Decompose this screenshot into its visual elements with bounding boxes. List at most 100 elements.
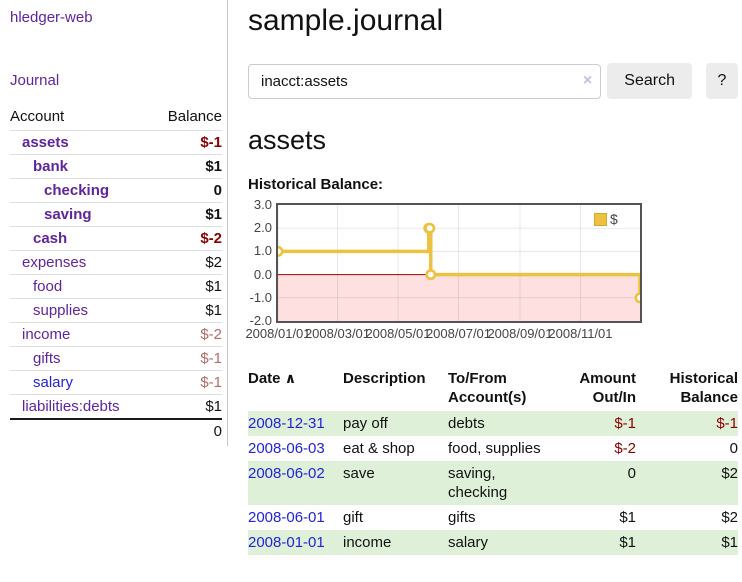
chart-heading: Historical Balance: bbox=[248, 176, 384, 193]
account-row: checking 0 bbox=[10, 178, 222, 203]
y-axis-tick-label: -1.0 bbox=[249, 289, 272, 305]
account-column-header: Account bbox=[10, 108, 65, 125]
account-row: assets $-1 bbox=[10, 130, 222, 155]
account-cell: saving bbox=[10, 202, 152, 227]
page-title: sample.journal bbox=[248, 4, 444, 37]
account-cell: assets bbox=[10, 130, 152, 155]
x-axis-tick-label: 2008/05/01 bbox=[365, 326, 431, 341]
sidebar: hledger-web Journal Account Balance asse… bbox=[0, 0, 228, 446]
transaction-date-link[interactable]: 2008-06-01 bbox=[248, 509, 325, 526]
accounts-column-header: To/From Account(s) bbox=[448, 370, 527, 406]
amount-cell: $1 bbox=[556, 530, 636, 555]
transaction-date-link[interactable]: 2008-01-01 bbox=[248, 534, 325, 551]
account-row: supplies $1 bbox=[10, 298, 222, 323]
account-balance: $-2 bbox=[151, 226, 222, 251]
data-point-marker bbox=[424, 222, 436, 234]
y-axis-tick-label: 2.0 bbox=[253, 220, 272, 236]
account-cell: cash bbox=[10, 226, 152, 251]
x-axis-tick-label: 2008/07/01 bbox=[425, 326, 492, 341]
accounts-cell: salary bbox=[448, 530, 556, 555]
account-link[interactable]: assets bbox=[22, 134, 69, 151]
account-link[interactable]: bank bbox=[33, 158, 69, 175]
transaction-date-link[interactable]: 2008-12-31 bbox=[248, 415, 325, 432]
account-cell: expenses bbox=[10, 250, 152, 275]
account-balance: $1 bbox=[151, 394, 222, 419]
data-point-marker bbox=[634, 292, 640, 304]
chart-plot-area bbox=[276, 203, 642, 323]
account-link[interactable]: liabilities:debts bbox=[22, 398, 120, 415]
accounts-cell: gifts bbox=[448, 509, 476, 526]
transaction-date-link[interactable]: 2008-06-03 bbox=[248, 440, 325, 457]
account-heading: assets bbox=[248, 125, 327, 155]
account-cell: salary bbox=[10, 370, 152, 395]
x-axis-tick-label: 2008/09/01 bbox=[487, 326, 553, 341]
description-cell: pay off bbox=[343, 411, 448, 436]
account-link[interactable]: cash bbox=[33, 230, 68, 247]
date-cell: 2008-06-02 bbox=[248, 461, 343, 505]
description-cell: income bbox=[343, 530, 448, 555]
account-balance: $1 bbox=[151, 154, 222, 179]
negative-region bbox=[278, 274, 640, 321]
account-link[interactable]: income bbox=[22, 326, 71, 343]
search-input[interactable] bbox=[248, 63, 602, 99]
date-cell: 2008-06-03 bbox=[248, 436, 343, 461]
account-link[interactable]: food bbox=[33, 278, 63, 295]
amount-column-header: Amount Out/In bbox=[579, 370, 636, 406]
accounts-total-spacer bbox=[10, 418, 152, 443]
account-link[interactable]: checking bbox=[44, 182, 110, 199]
clear-search-icon[interactable]: × bbox=[582, 71, 593, 89]
balance-cell: $-1 bbox=[636, 411, 738, 436]
description-cell: eat & shop bbox=[343, 440, 415, 457]
historical-balance-chart: $ 3.0 2.0 1.0 0.0 -1.0 -2.0 2008/01/01 2008/03/… bbox=[245, 197, 642, 345]
data-point-marker bbox=[425, 269, 437, 281]
balance-cell: 0 bbox=[729, 440, 738, 457]
account-link[interactable]: gifts bbox=[33, 350, 61, 367]
amount-cell: $-1 bbox=[556, 411, 636, 436]
description-cell: gift bbox=[343, 509, 364, 526]
account-link[interactable]: salary bbox=[33, 374, 74, 391]
balance-column-header: Historical Balance bbox=[669, 370, 738, 406]
account-row: income $-2 bbox=[10, 322, 222, 347]
accounts-cell: food, supplies bbox=[448, 440, 541, 457]
account-balance: 0 bbox=[151, 178, 222, 203]
account-row: liabilities:debts $1 bbox=[10, 394, 222, 419]
accounts-header-row: Account Balance bbox=[10, 105, 222, 131]
account-cell: income bbox=[10, 322, 152, 347]
balance-line-chart bbox=[278, 205, 640, 321]
date-column-header[interactable]: Date ∧ bbox=[248, 370, 297, 387]
help-button[interactable]: ? bbox=[705, 63, 738, 99]
search-button[interactable]: Search bbox=[607, 63, 692, 99]
account-row: cash $-2 bbox=[10, 226, 222, 251]
balance-column-header: Balance bbox=[167, 108, 222, 125]
x-axis-tick-label: 2008/11/01 bbox=[548, 326, 613, 341]
account-cell: food bbox=[10, 274, 152, 299]
account-link[interactable]: supplies bbox=[33, 302, 89, 319]
account-row: food $1 bbox=[10, 274, 222, 299]
account-link[interactable]: expenses bbox=[22, 254, 87, 271]
register-row: 2008-01-01 income salary $1 $1 bbox=[248, 530, 738, 555]
accounts-balance-table: Account Balance assets $-1 bank $1 checking 0… bbox=[10, 105, 222, 443]
date-cell: 2008-12-31 bbox=[248, 411, 343, 436]
account-row: salary $-1 bbox=[10, 370, 222, 395]
description-cell: save bbox=[343, 461, 448, 505]
accounts-total-value: 0 bbox=[151, 418, 222, 443]
legend-label: $ bbox=[610, 211, 618, 227]
transaction-date-link[interactable]: 2008-06-02 bbox=[248, 465, 325, 482]
account-cell: liabilities:debts bbox=[10, 394, 152, 419]
sort-ascending-icon[interactable]: ∧ bbox=[284, 370, 297, 386]
amount-cell: $-2 bbox=[614, 440, 636, 457]
app-title-link[interactable]: hledger-web bbox=[10, 9, 93, 26]
x-axis-tick-label: 2008/01/01 bbox=[245, 326, 311, 341]
account-row: expenses $2 bbox=[10, 250, 222, 275]
x-axis-tick-label: 2008/03/01 bbox=[304, 326, 371, 341]
y-axis-tick-label: 0.0 bbox=[253, 266, 272, 282]
accounts-cell: debts bbox=[448, 411, 556, 436]
main-content: sample.journal × Search ? assets Histori… bbox=[245, 0, 738, 555]
sidebar-item-journal[interactable]: Journal bbox=[10, 72, 60, 89]
search-form: × Search ? bbox=[248, 63, 738, 99]
account-balance: $1 bbox=[151, 202, 222, 227]
date-cell: 2008-06-01 bbox=[248, 505, 343, 530]
balance-cell: $1 bbox=[636, 530, 738, 555]
series-swatch-icon bbox=[594, 212, 607, 226]
account-link[interactable]: saving bbox=[44, 206, 92, 223]
